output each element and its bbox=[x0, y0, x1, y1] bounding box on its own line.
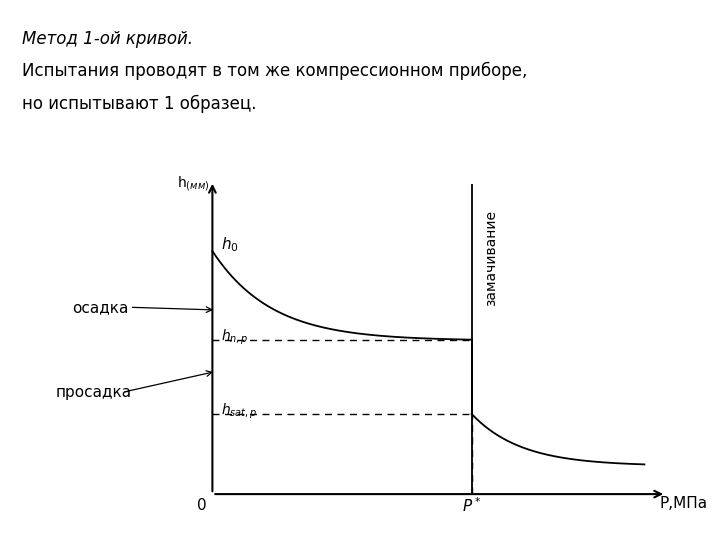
Text: $h_{n,p}$: $h_{n,p}$ bbox=[221, 327, 248, 347]
Text: Метод 1-ой кривой.: Метод 1-ой кривой. bbox=[22, 30, 193, 48]
Text: $h_{sat,p}$: $h_{sat,p}$ bbox=[221, 402, 257, 421]
Text: но испытывают 1 образец.: но испытывают 1 образец. bbox=[22, 94, 256, 113]
Text: осадка: осадка bbox=[73, 300, 129, 315]
Text: Р,МПа: Р,МПа bbox=[660, 496, 708, 511]
Text: $P^*$: $P^*$ bbox=[462, 497, 482, 515]
Text: замачивание: замачивание bbox=[485, 210, 498, 306]
Text: просадка: просадка bbox=[55, 385, 132, 400]
Text: Испытания проводят в том же компрессионном приборе,: Испытания проводят в том же компрессионн… bbox=[22, 62, 527, 80]
Text: $h_0$: $h_0$ bbox=[221, 235, 239, 254]
Text: h$_{(мм)}$: h$_{(мм)}$ bbox=[176, 174, 209, 193]
Text: 0: 0 bbox=[197, 498, 207, 514]
